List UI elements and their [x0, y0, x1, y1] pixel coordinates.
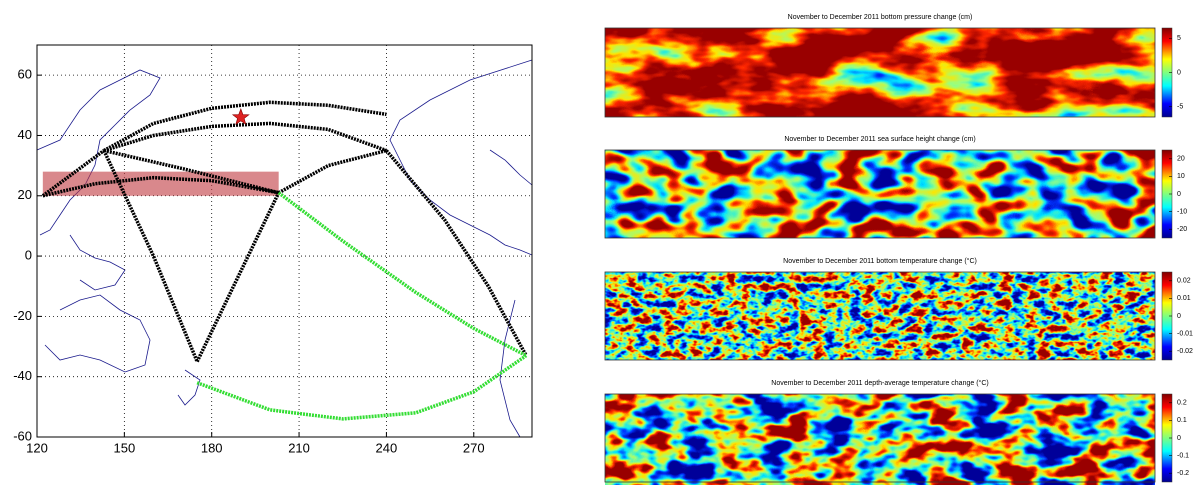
colorbar-tick-label: 0.01 — [1177, 295, 1191, 302]
region — [42, 171, 279, 196]
x-tick-label: 270 — [463, 440, 485, 455]
heatmap-image — [605, 150, 1155, 238]
coastline-australia — [44, 294, 151, 373]
y-tick-label: 60 — [18, 67, 32, 82]
heatmap-image — [605, 272, 1155, 360]
panel-title: November to December 2011 sea surface he… — [784, 136, 975, 143]
colorbar-tick-label: -5 — [1177, 104, 1183, 111]
colorbar-tick-label: -0.2 — [1177, 470, 1189, 477]
colorbar-tick-label: 5 — [1177, 35, 1181, 42]
panel-title: November to December 2011 bottom pressur… — [788, 14, 973, 21]
y-tick-label: 0 — [25, 248, 32, 263]
track — [102, 149, 199, 363]
track — [196, 354, 528, 421]
coastline-gulf — [489, 149, 533, 186]
plot-frame — [36, 44, 533, 438]
colorbar-tick-label: -0.1 — [1177, 452, 1189, 459]
track — [41, 149, 106, 198]
heatmap-image — [605, 28, 1155, 117]
panel-frame — [604, 27, 1156, 118]
track — [103, 100, 387, 153]
coastline-asia — [36, 69, 161, 236]
y-tick-label: -60 — [13, 428, 32, 443]
colorbar-tick-label: 0.02 — [1177, 278, 1191, 285]
y-tick-label: -40 — [13, 368, 32, 383]
x-tick-label: 210 — [288, 440, 310, 455]
colorbar-tick-label: -20 — [1177, 226, 1187, 233]
map-chart: 120 150 180 210 240 270 -60 -40 -20 0 20 40 60 — [13, 44, 533, 455]
panel-frame — [604, 149, 1156, 239]
colorbar-tick-label: 0 — [1177, 69, 1181, 76]
colorbar-tick-label: 20 — [1177, 156, 1185, 163]
track — [103, 121, 388, 153]
star-marker — [231, 107, 250, 125]
colorbar-tick-label: 10 — [1177, 173, 1185, 180]
coastline-islands — [69, 234, 126, 291]
colorbar-tick-label: 0.2 — [1177, 400, 1187, 407]
x-tick-label: 150 — [114, 440, 136, 455]
colorbar-tick-label: -0.01 — [1177, 330, 1193, 337]
x-tick-label: 180 — [201, 440, 223, 455]
track — [195, 191, 281, 363]
colorbar-tick-label: 0.1 — [1177, 417, 1187, 424]
coastline-nz — [177, 369, 201, 406]
track — [385, 149, 528, 357]
colorbar-tick-label: -10 — [1177, 208, 1187, 215]
x-tick-label: 120 — [26, 440, 48, 455]
track — [277, 148, 387, 195]
heatmap-image — [605, 394, 1155, 485]
y-tick-label: 40 — [18, 127, 32, 142]
coastline-south-america — [499, 299, 521, 438]
y-tick-label: 20 — [18, 187, 32, 202]
x-tick-label: 240 — [376, 440, 398, 455]
plot-area — [37, 45, 532, 437]
colorbar-tick-label: 0 — [1177, 191, 1181, 198]
panel-title: November to December 2011 depth-average … — [771, 379, 988, 387]
colorbar-tick-label: 0 — [1177, 435, 1181, 442]
track — [277, 191, 527, 358]
panel-title: November to December 2011 bottom tempera… — [783, 257, 977, 265]
coastlines — [36, 59, 533, 438]
y-tick-label: -20 — [13, 308, 32, 323]
colorbar-tick-label: 0 — [1177, 313, 1181, 320]
panel-frame — [604, 393, 1156, 483]
track — [42, 175, 279, 198]
heatmap-panels: November to December 2011 bottom pressur… — [604, 14, 1193, 485]
panel-frame — [604, 271, 1156, 361]
colorbar-tick-label: -0.02 — [1177, 348, 1193, 355]
